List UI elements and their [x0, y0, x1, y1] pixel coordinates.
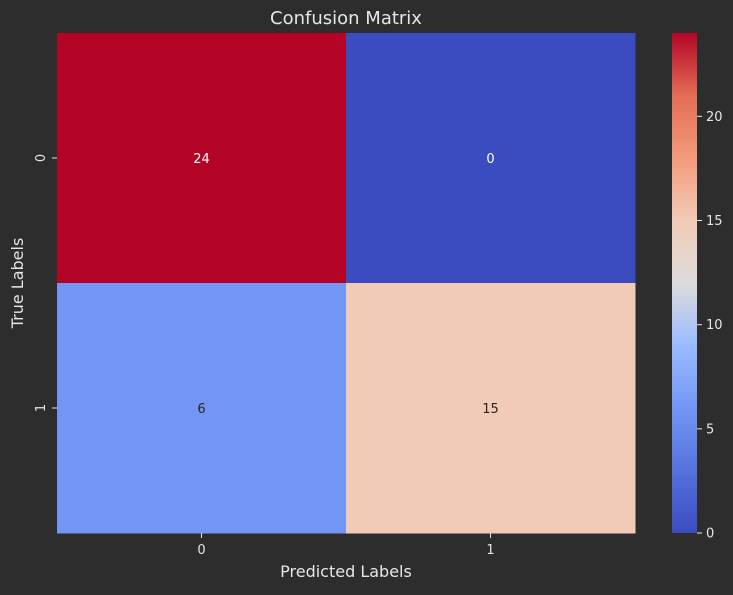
heatmap-cell-1-1	[346, 283, 636, 534]
colorbar-tick-label: 0	[706, 527, 714, 542]
cell-value-label: 24	[193, 152, 210, 167]
chart-title: Confusion Matrix	[270, 8, 422, 29]
y-tick-label: 1	[34, 404, 49, 412]
y-tick-label: 0	[34, 154, 49, 162]
colorbar-tick-label: 20	[706, 110, 723, 125]
heatmap-cell-1-0	[57, 283, 347, 534]
colorbar-tick-label: 10	[706, 318, 723, 333]
x-tick-label: 0	[197, 543, 205, 558]
colorbar	[672, 33, 697, 533]
y-axis-ticks: 01	[34, 154, 57, 412]
cell-value-label: 0	[486, 152, 494, 167]
colorbar-tick-label: 5	[706, 422, 714, 437]
colorbar-ticks: 0 5 10 15 20	[697, 110, 723, 542]
colorbar-tick-label: 15	[706, 214, 723, 229]
x-axis-label: Predicted Labels	[280, 562, 412, 581]
heatmap-cell-0-1	[346, 33, 636, 284]
cell-value-label: 6	[197, 402, 205, 417]
y-axis-label: True Labels	[8, 238, 27, 330]
x-tick-label: 1	[486, 543, 494, 558]
heatmap-cells: 24 0 6 15	[57, 33, 636, 534]
cell-value-label: 15	[482, 402, 499, 417]
heatmap-cell-0-0	[57, 33, 347, 284]
